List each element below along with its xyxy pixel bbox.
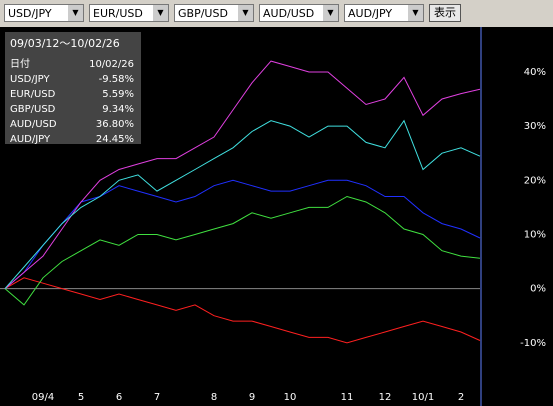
y-tick-label: 40%	[524, 67, 546, 78]
chart: -10% 0% 10% 20% 30% 40% 09/4 5 6 7 8 9 10 11 12 10/1 2 09…	[0, 27, 553, 406]
legend-value: 36.80%	[96, 119, 134, 130]
x-tick-label: 09/4	[32, 392, 54, 403]
x-tick-label: 10	[284, 392, 297, 403]
y-tick-label: 20%	[524, 175, 546, 186]
show-button[interactable]: 表示	[429, 4, 461, 22]
currency-select[interactable]: AUD/JPY	[344, 4, 424, 22]
legend-name: AUD/JPY	[10, 134, 51, 145]
date-label: 日付	[10, 57, 30, 70]
currency-select[interactable]: USD/JPY	[4, 4, 84, 22]
legend-name: AUD/USD	[10, 119, 57, 130]
x-tick-label: 12	[379, 392, 392, 403]
x-tick-label: 9	[249, 392, 255, 403]
legend-value: 5.59%	[102, 89, 134, 100]
x-tick-label: 2	[458, 392, 464, 403]
x-tick-label: 6	[116, 392, 122, 403]
y-tick-label: 30%	[524, 121, 546, 132]
legend-name: EUR/USD	[10, 89, 56, 100]
date-value: 10/02/26	[89, 59, 134, 70]
x-tick-label: 7	[154, 392, 160, 403]
series-line	[4, 60, 481, 289]
x-tick-label: 10/1	[412, 392, 434, 403]
currency-select[interactable]: GBP/USD	[174, 4, 254, 22]
currency-select[interactable]: EUR/USD	[89, 4, 169, 22]
series-line	[4, 277, 481, 344]
y-tick-label: 10%	[524, 229, 546, 240]
legend-box	[5, 32, 141, 144]
series-line	[4, 195, 481, 306]
x-tick-label: 8	[211, 392, 217, 403]
legend-title: 09/03/12〜10/02/26	[10, 37, 120, 50]
y-tick-label: 0%	[530, 284, 546, 295]
legend-value: 24.45%	[96, 134, 134, 145]
y-tick-label: -10%	[520, 338, 546, 349]
currency-select[interactable]: AUD/USD	[259, 4, 339, 22]
legend-value: -9.58%	[99, 74, 134, 85]
legend-value: 9.34%	[102, 104, 134, 115]
x-tick-label: 11	[341, 392, 354, 403]
legend-name: USD/JPY	[10, 74, 50, 85]
series-line	[4, 179, 481, 289]
toolbar: USD/JPY EUR/USD GBP/USD AUD/USD AUD/JPY 表示	[0, 0, 553, 27]
x-tick-label: 5	[78, 392, 84, 403]
series-line	[4, 119, 481, 289]
legend-name: GBP/USD	[10, 104, 56, 115]
